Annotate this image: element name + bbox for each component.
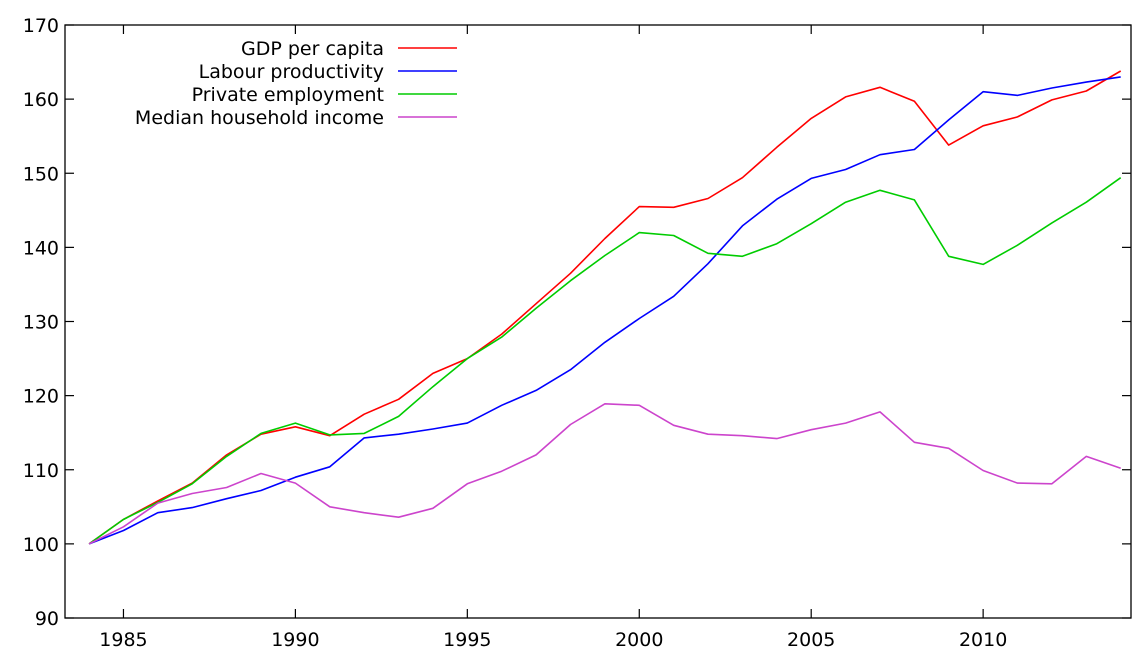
y-tick-label: 170	[23, 15, 59, 37]
legend-label-private-employment: Private employment	[192, 84, 384, 106]
y-tick-label: 140	[23, 237, 59, 259]
series-line-median-household-income	[88, 402, 1121, 545]
x-tick-label: 1985	[99, 629, 147, 651]
x-tick-label: 2010	[959, 629, 1007, 651]
y-tick-label: 130	[23, 312, 59, 334]
y-tick-label: 90	[35, 608, 59, 630]
series-lines	[88, 70, 1122, 545]
x-tick-label: 1995	[443, 629, 491, 651]
legend-label-labour-productivity: Labour productivity	[199, 61, 384, 83]
legend-label-gdp-per-capita: GDP per capita	[241, 38, 384, 60]
x-tick-label: 2005	[787, 629, 835, 651]
x-tick-label: 2000	[615, 629, 663, 651]
series-line-labour-productivity	[88, 76, 1121, 545]
axis-ticks: 90 100 110 120 130 140 150 160 170 1985 1990 1995 20…	[23, 15, 1131, 651]
y-tick-label: 160	[23, 89, 59, 111]
series-line-gdp-per-capita	[88, 70, 1122, 545]
y-tick-label: 110	[23, 460, 59, 482]
series-line-private-employment	[88, 177, 1122, 545]
x-tick-label: 1990	[271, 629, 319, 651]
y-tick-label: 100	[23, 534, 59, 556]
y-tick-label: 150	[23, 163, 59, 185]
legend-label-median-household-income: Median household income	[135, 107, 384, 129]
y-tick-label: 120	[23, 386, 59, 408]
